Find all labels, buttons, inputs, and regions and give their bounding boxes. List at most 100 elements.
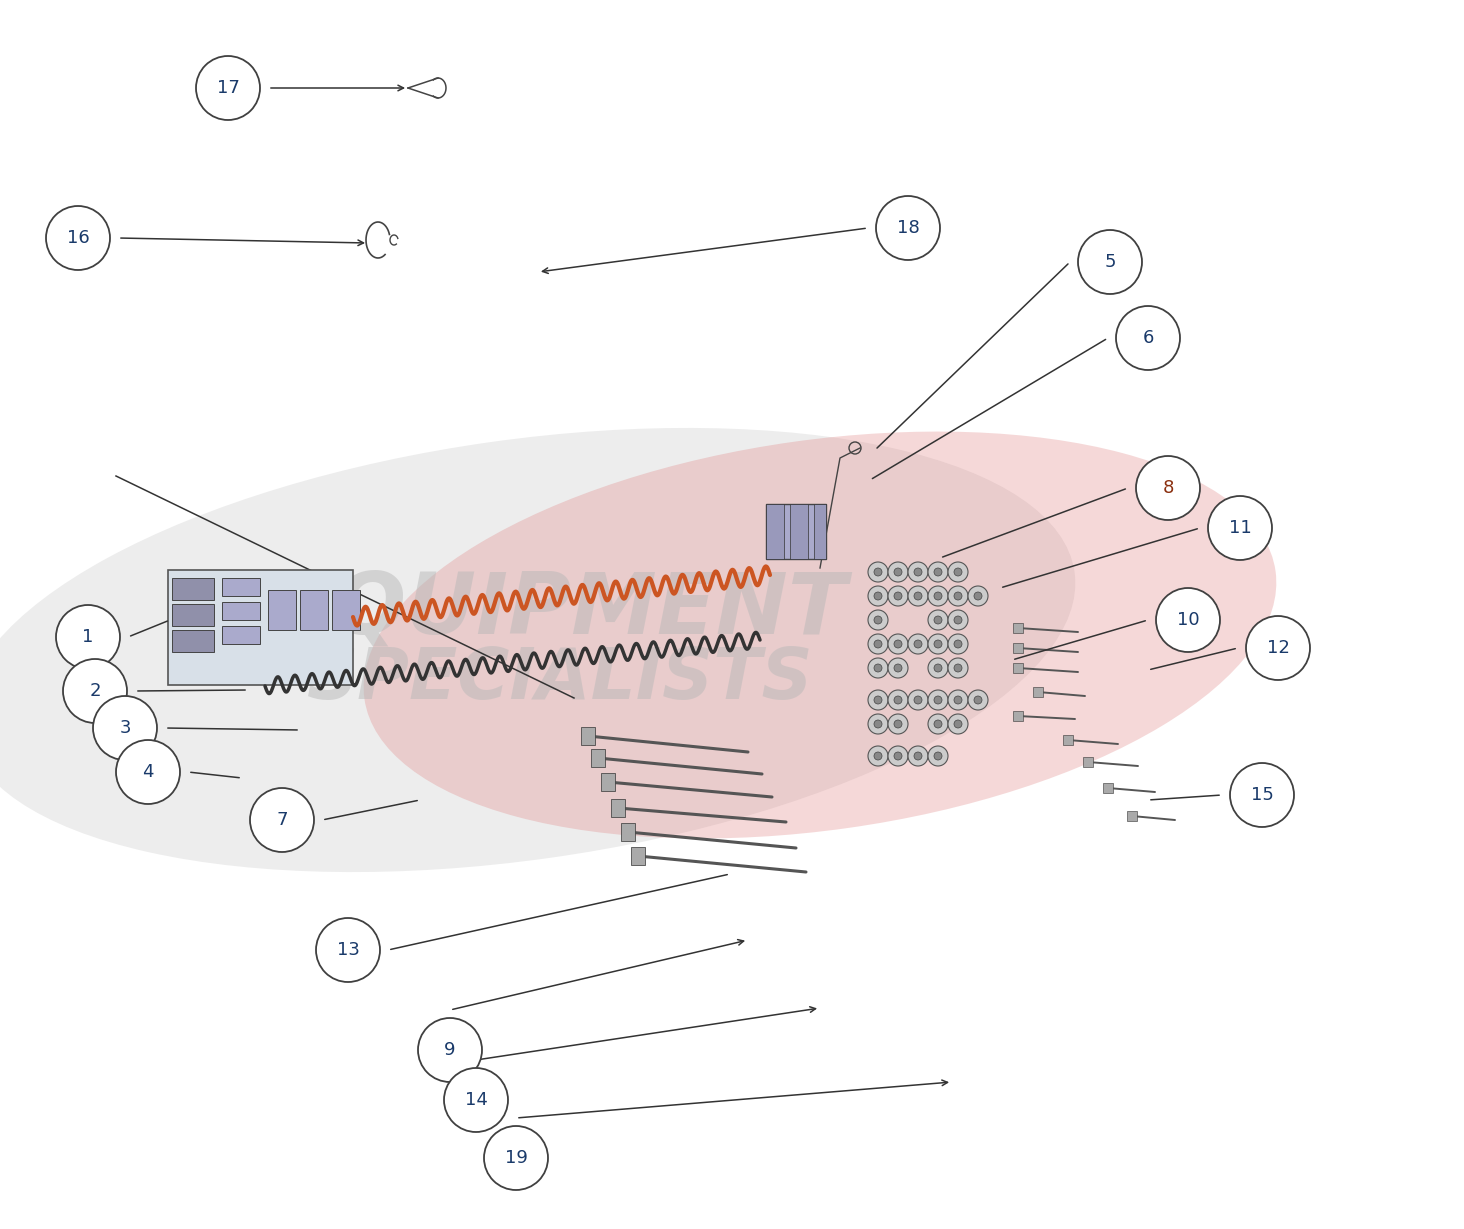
Bar — [1013, 712, 1023, 721]
Circle shape — [63, 659, 127, 723]
Circle shape — [934, 616, 941, 624]
Circle shape — [45, 206, 110, 270]
Circle shape — [928, 658, 949, 678]
Circle shape — [889, 634, 908, 654]
Circle shape — [874, 592, 881, 600]
Circle shape — [874, 720, 881, 728]
Text: 2: 2 — [89, 682, 101, 701]
Circle shape — [928, 562, 949, 583]
Circle shape — [949, 689, 968, 710]
Bar — [1013, 623, 1023, 633]
Circle shape — [914, 752, 922, 760]
Circle shape — [868, 746, 889, 766]
Circle shape — [196, 57, 261, 120]
Circle shape — [914, 568, 922, 576]
Circle shape — [94, 696, 157, 760]
Circle shape — [250, 788, 313, 852]
Circle shape — [908, 689, 928, 710]
Circle shape — [934, 696, 941, 704]
Circle shape — [895, 696, 902, 704]
Text: SPECIALISTS: SPECIALISTS — [307, 645, 813, 714]
Circle shape — [934, 568, 941, 576]
Circle shape — [949, 562, 968, 583]
Text: 18: 18 — [896, 219, 919, 237]
Text: 7: 7 — [277, 811, 288, 830]
Bar — [171, 578, 214, 600]
Circle shape — [895, 568, 902, 576]
Circle shape — [949, 658, 968, 678]
Circle shape — [955, 720, 962, 728]
Circle shape — [949, 634, 968, 654]
Circle shape — [895, 592, 902, 600]
Circle shape — [934, 640, 941, 648]
Circle shape — [874, 616, 881, 624]
Circle shape — [955, 696, 962, 704]
Circle shape — [895, 640, 902, 648]
Bar — [814, 504, 826, 559]
Circle shape — [934, 592, 941, 600]
Bar — [1102, 783, 1113, 793]
Circle shape — [928, 634, 949, 654]
Circle shape — [968, 586, 988, 606]
Circle shape — [874, 752, 881, 760]
Circle shape — [934, 752, 941, 760]
Bar — [621, 823, 635, 841]
Circle shape — [419, 1018, 482, 1082]
Circle shape — [868, 714, 889, 734]
Bar — [300, 590, 328, 630]
Circle shape — [928, 586, 949, 606]
Circle shape — [874, 696, 881, 704]
Circle shape — [955, 592, 962, 600]
Circle shape — [444, 1068, 508, 1132]
Bar — [1063, 735, 1073, 745]
Bar — [791, 504, 808, 559]
Text: 19: 19 — [505, 1149, 527, 1168]
Bar — [591, 748, 605, 767]
Circle shape — [955, 640, 962, 648]
Circle shape — [949, 586, 968, 606]
Circle shape — [56, 605, 120, 669]
Circle shape — [889, 658, 908, 678]
Bar — [631, 847, 646, 865]
Text: 14: 14 — [464, 1091, 488, 1109]
Bar — [223, 626, 261, 644]
Ellipse shape — [0, 428, 1076, 873]
Bar — [610, 799, 625, 817]
Text: 12: 12 — [1266, 639, 1290, 658]
Bar — [332, 590, 360, 630]
Circle shape — [914, 640, 922, 648]
Circle shape — [934, 664, 941, 672]
Circle shape — [1078, 230, 1142, 294]
Bar — [1013, 643, 1023, 653]
Circle shape — [875, 195, 940, 261]
Text: 5: 5 — [1104, 253, 1116, 272]
Circle shape — [889, 562, 908, 583]
Bar — [581, 728, 594, 745]
Bar — [602, 773, 615, 791]
Circle shape — [868, 562, 889, 583]
Circle shape — [934, 720, 941, 728]
Circle shape — [928, 714, 949, 734]
Circle shape — [968, 689, 988, 710]
Circle shape — [868, 586, 889, 606]
Circle shape — [874, 568, 881, 576]
Bar — [1083, 757, 1094, 767]
Circle shape — [116, 740, 180, 804]
Circle shape — [485, 1126, 548, 1190]
Text: 16: 16 — [67, 229, 89, 247]
Text: 13: 13 — [337, 941, 360, 959]
Text: 17: 17 — [217, 79, 240, 97]
Circle shape — [1246, 616, 1310, 680]
Circle shape — [955, 616, 962, 624]
Circle shape — [1230, 763, 1294, 827]
Circle shape — [895, 664, 902, 672]
Circle shape — [868, 634, 889, 654]
Text: 6: 6 — [1142, 329, 1154, 347]
Circle shape — [908, 746, 928, 766]
Text: 4: 4 — [142, 763, 154, 780]
Bar — [766, 504, 785, 559]
Circle shape — [895, 752, 902, 760]
Circle shape — [914, 696, 922, 704]
Text: 1: 1 — [82, 628, 94, 646]
Circle shape — [1157, 587, 1220, 653]
